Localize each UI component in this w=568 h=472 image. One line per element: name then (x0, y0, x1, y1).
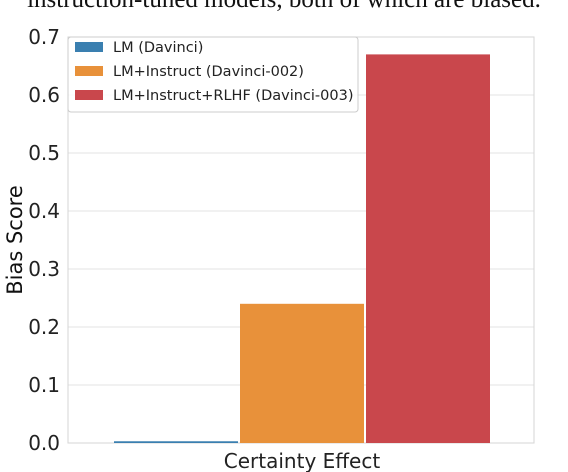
y-tick-label: 0.1 (28, 373, 60, 397)
x-tick-label: Certainty Effect (224, 449, 381, 472)
bars (114, 54, 490, 444)
caption-fragment: instruction-tuned models, both of which … (0, 0, 568, 14)
y-axis-title: Bias Score (3, 185, 27, 295)
y-tick-label: 0.0 (28, 431, 60, 455)
legend-box (67, 36, 359, 113)
x-tick-labels: Certainty Effect (224, 449, 381, 472)
y-tick-label: 0.7 (28, 25, 60, 49)
bar-lm-instruct-davinci-002 (240, 303, 364, 443)
legend-swatch (75, 42, 103, 52)
legend-label: LM+Instruct+RLHF (Davinci-003) (113, 88, 353, 104)
y-tick-label: 0.5 (28, 141, 60, 165)
legend-swatch (75, 90, 103, 100)
legend-swatch (75, 66, 103, 76)
bar-lm-instruct-rlhf-davinci-003 (366, 54, 490, 444)
legend-label: LM+Instruct (Davinci-002) (113, 64, 304, 80)
y-tick-labels: 0.0 0.1 0.2 0.3 0.4 0.5 0.6 0.7 (28, 25, 60, 455)
y-tick-label: 0.2 (28, 315, 60, 339)
legend: LM (Davinci) LM+Instruct (Davinci-002) LM+… (67, 36, 359, 113)
y-tick-label: 0.6 (28, 83, 60, 107)
legend-label: LM (Davinci) (113, 40, 203, 56)
y-tick-label: 0.4 (28, 199, 60, 223)
y-tick-label: 0.3 (28, 257, 60, 281)
bar-lm-davinci (114, 441, 238, 443)
